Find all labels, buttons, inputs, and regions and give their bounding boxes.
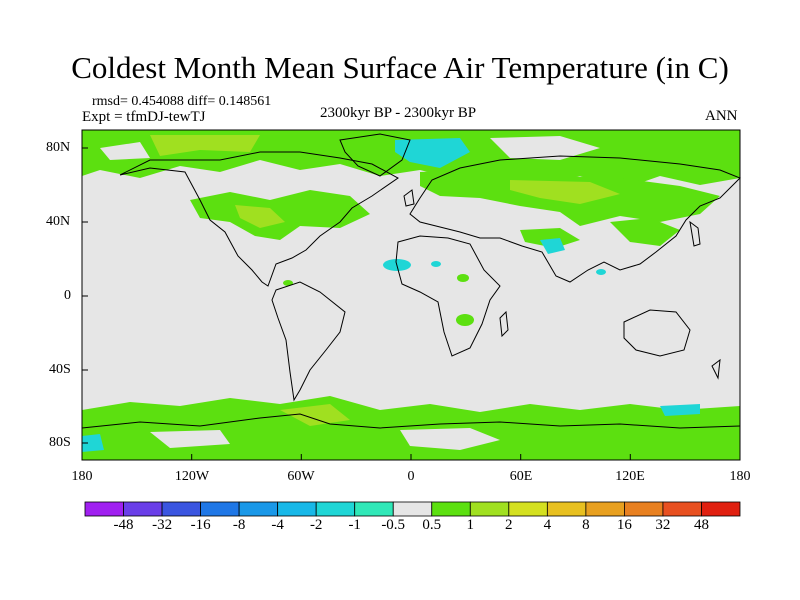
season-label: ANN [705,108,738,124]
coast-australia [623,309,691,357]
colorbar-label: 8 [582,517,590,533]
lat-label-80n: 80N [46,140,71,155]
lon-label-0: 0 [407,469,415,484]
colorbar-swatch [277,501,317,517]
colorbar-swatch [200,501,240,517]
colorbar-label: 48 [694,517,709,533]
colorbar-swatch [585,501,625,517]
axis-ticks [81,147,631,460]
colorbar-swatch [238,501,279,517]
colorbar-swatch [354,501,394,517]
lat-label-40s: 40S [49,362,71,377]
lat-label-40n: 40N [46,214,71,229]
colorbar-label: -8 [232,517,246,533]
lon-label-60e: 60E [509,469,533,484]
patch-indian-cyan [596,269,606,275]
coast-uk [403,189,415,207]
colorbar-label: -0.5 [381,517,406,533]
coast-north-america [119,151,399,287]
colorbar-label: -48 [113,517,134,533]
coast-madagascar [499,310,509,338]
colorbar-label: -32 [152,517,173,533]
coast-eurasia [409,155,741,283]
colorbar-label: 1 [466,517,475,533]
colorbar-swatch [123,501,163,517]
patch-central-asia [520,228,580,248]
patch-north-america-yg [235,205,285,228]
patch-antarctica-gap-2 [150,430,230,448]
coast-africa [395,235,501,357]
experiment-label: Expt = tfmDJ-tewTJ [82,109,206,125]
patch-grey-gap-arctic [100,142,150,160]
colorbar-swatch [624,501,664,517]
coast-japan [689,220,701,247]
map-panel [81,129,741,461]
colorbar-swatch [546,501,587,517]
colorbar-label: 2 [505,517,513,533]
lon-label-180w: 180 [71,469,93,484]
coast-antarctica [81,413,741,429]
period-label: 2300kyr BP - 2300kyr BP [320,105,477,121]
patch-pacific-green [283,280,293,286]
lat-label-80s: 80S [49,435,71,450]
colorbar-label: 32 [655,517,671,533]
colorbar-swatch [315,501,356,517]
colorbar-swatch [469,501,510,517]
colorbar-swatch [701,501,741,517]
patch-southern-band [82,396,740,460]
patch-arctic-lightgreen [150,135,260,156]
lon-label-120w: 120W [174,469,210,484]
patch-sw-cyan [82,434,104,452]
colorbar-label: -16 [190,517,211,533]
colorbar-swatch [431,501,471,517]
coast-new-zealand [711,358,721,380]
patch-grey-gap-eurasia [490,136,600,160]
colorbar-label: 4 [543,517,552,533]
colorbar [84,501,741,517]
patch-north-america [190,190,370,240]
colorbar-swatch [161,501,201,517]
coast-greenland [339,133,411,177]
patch-south-asia-cyan [540,238,565,254]
stats-label: rmsd= 0.454088 diff= 0.148561 [92,94,272,109]
patch-southern-yg [280,404,350,426]
chart-title: Coldest Month Mean Surface Air Temperatu… [71,50,729,85]
patch-antarctica-gap [400,428,500,450]
lon-label-60w: 60W [287,469,315,484]
patch-sahara-cyan [431,261,441,267]
colorbar-label: -1 [348,517,361,533]
patch-africa-green [456,314,474,326]
patch-southern-cyan [660,404,700,416]
colorbar-label: 16 [616,517,632,533]
coast-south-america [271,281,346,402]
patch-east-asia [610,218,680,246]
lon-label-180e: 180 [729,469,751,484]
patch-greenland-cyan [395,138,470,168]
colorbar-swatch [392,501,433,517]
patch-arabia-green [457,274,469,282]
colorbar-label: -4 [271,517,284,533]
lat-label-0: 0 [64,288,71,303]
colorbar-swatch [84,501,124,517]
colorbar-swatch [662,501,702,517]
anomaly-patches [82,130,740,460]
colorbar-swatch [508,501,548,517]
lon-label-120e: 120E [615,469,645,484]
colorbar-label: -2 [309,517,323,533]
patch-eurasia-yg [510,180,620,204]
coastlines [81,133,741,429]
colorbar-label: 0.5 [422,517,442,533]
